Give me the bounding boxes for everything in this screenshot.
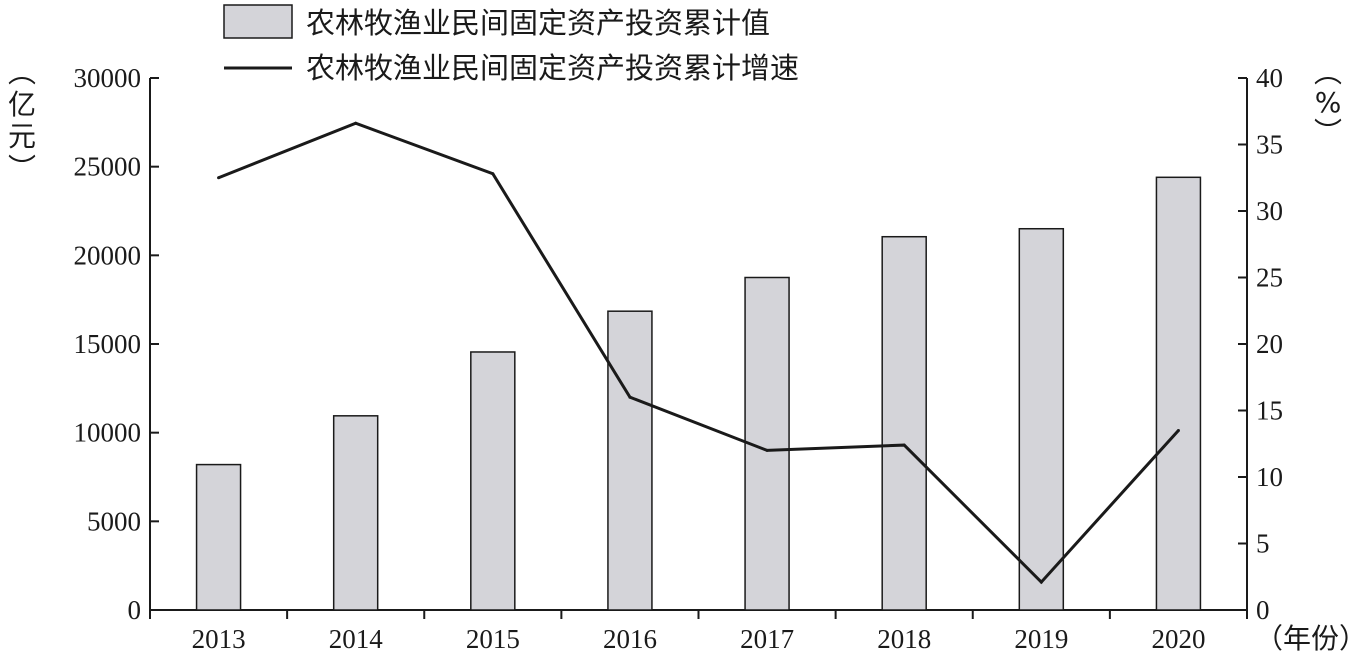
left-tick-label: 20000	[74, 240, 142, 270]
bar-2014	[332, 415, 379, 611]
line-point-2017	[765, 448, 769, 452]
line-point-2018	[902, 443, 906, 447]
right-axis-unit-label: ︵% ︶	[1314, 56, 1342, 149]
bar-2016	[607, 310, 653, 611]
right-tick-label: 40	[1256, 63, 1283, 93]
right-tick-label: 20	[1256, 329, 1283, 359]
left-tick-label: 25000	[74, 152, 142, 182]
line-series	[217, 121, 1180, 585]
x-tick-label: 2018	[877, 624, 931, 654]
legend-bar-label: 农林牧渔业民间固定资产投资累计值	[306, 6, 770, 40]
right-tick-label: 35	[1256, 130, 1283, 160]
line-point-2013	[217, 176, 221, 180]
bar-2013	[195, 463, 242, 611]
bar-2019	[1018, 227, 1065, 611]
bar-2015	[470, 351, 516, 611]
left-tick-label: 10000	[74, 418, 142, 448]
x-axis-unit-label: （年份）	[1255, 622, 1367, 655]
right-tick-label: 30	[1256, 196, 1283, 226]
line-point-2015	[491, 172, 495, 176]
right-tick-label: 10	[1256, 462, 1283, 492]
left-tick-label: 30000	[74, 63, 142, 93]
left-tick-label: 0	[128, 595, 142, 625]
legend-bar-swatch	[223, 4, 293, 39]
right-tick-label: 5	[1256, 529, 1270, 559]
x-tick-label: 2020	[1151, 624, 1205, 654]
right-axis-unit: ︵% ︶	[1314, 56, 1342, 149]
left-tick-label: 15000	[74, 329, 142, 359]
bar-2020	[1155, 176, 1202, 611]
x-tick-label: 2017	[740, 624, 794, 654]
growth-rate-line	[218, 121, 1180, 585]
legend-line-label: 农林牧渔业民间固定资产投资累计增速	[306, 51, 799, 85]
left-axis-ticks: 0 5000 10000 15000 20000 25000 30000	[74, 63, 159, 625]
left-axis-unit: ︵亿元︶	[8, 56, 36, 185]
legend: 农林牧渔业民间固定资产投资累计值 农林牧渔业民间固定资产投资累计增速	[223, 4, 799, 85]
left-axis-unit-label: ︵亿元︶	[8, 56, 36, 185]
x-axis-ticks: 2013 2014 2015 2016 2017 2018 2019 2020	[149, 610, 1248, 654]
x-tick-label: 2019	[1014, 624, 1068, 654]
x-tick-label: 2013	[192, 624, 246, 654]
bar-2018	[881, 235, 927, 611]
left-tick-label: 5000	[87, 506, 141, 536]
line-point-2020	[1176, 428, 1180, 432]
line-point-2014	[354, 121, 358, 125]
line-point-2019	[1039, 580, 1043, 584]
right-axis-ticks: 0 5 10 15 20 25 30 35 40	[1238, 63, 1283, 625]
axes	[149, 78, 1248, 611]
right-tick-label: 0	[1256, 595, 1270, 625]
x-tick-label: 2014	[329, 624, 384, 654]
right-tick-label: 25	[1256, 263, 1283, 293]
x-tick-label: 2016	[603, 624, 657, 654]
bar-series	[195, 176, 1202, 611]
line-point-2016	[628, 395, 632, 399]
x-tick-label: 2015	[466, 624, 520, 654]
right-tick-label: 15	[1256, 396, 1283, 426]
